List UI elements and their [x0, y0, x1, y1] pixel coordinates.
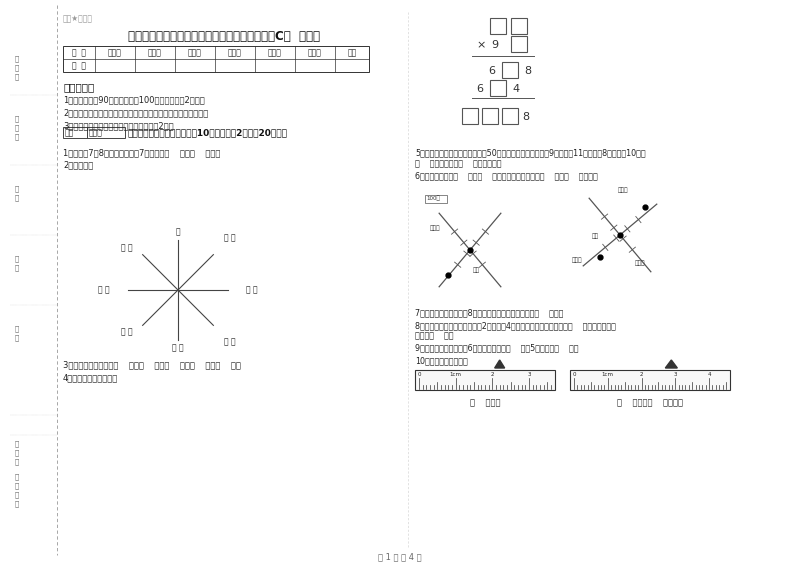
Text: 2、请首先按要求在试卷的指定位置填写您的姓名、班级、学号。: 2、请首先按要求在试卷的指定位置填写您的姓名、班级、学号。: [63, 108, 208, 117]
Text: 考试须知：: 考试须知：: [63, 82, 94, 92]
Text: 总数的（    ）。: 总数的（ ）。: [415, 331, 454, 340]
Bar: [63, 46, 369, 72]
Text: 人: 人: [15, 73, 19, 80]
Text: 10、量出钉子的长度。: 10、量出钉子的长度。: [415, 356, 468, 365]
Text: 副: 副: [15, 482, 19, 489]
Text: （ ）: （ ）: [246, 285, 258, 294]
Text: 分: 分: [15, 124, 19, 131]
Text: 应用题: 应用题: [308, 48, 322, 57]
Text: 审: 审: [15, 55, 19, 62]
Bar: [570, 370, 730, 390]
Text: （    ）毫米: （ ）毫米: [470, 398, 500, 407]
Bar: [415, 370, 555, 390]
Text: 校: 校: [15, 264, 19, 271]
Bar: [490, 80, 506, 96]
Text: ×: ×: [476, 40, 486, 50]
Text: 一、用心思考，正确填空（共10小题，每题2分，共20分）。: 一、用心思考，正确填空（共10小题，每题2分，共20分）。: [127, 128, 287, 137]
Text: 1cm: 1cm: [450, 372, 462, 377]
Text: 学校: 学校: [592, 233, 599, 238]
Text: 小军家: 小军家: [635, 260, 646, 266]
Bar: [511, 18, 527, 34]
Text: 总分: 总分: [347, 48, 357, 57]
Text: 4、在里填上适当的数。: 4、在里填上适当的数。: [63, 373, 118, 382]
Text: 4: 4: [707, 372, 711, 377]
Text: 人: 人: [15, 133, 19, 140]
Text: （ ）: （ ）: [121, 244, 132, 253]
Text: 小红家: 小红家: [430, 225, 441, 231]
Text: 1、考试时间：90分钟，满分为100分（含卷面分2分）。: 1、考试时间：90分钟，满分为100分（含卷面分2分）。: [63, 95, 205, 104]
Bar: [63, 127, 87, 138]
Text: 姓: 姓: [15, 325, 19, 332]
Bar: [462, 108, 478, 124]
Text: 卷: 卷: [15, 64, 19, 71]
Text: 8: 8: [524, 66, 531, 76]
Text: 核: 核: [15, 115, 19, 121]
Text: （ ）: （ ）: [172, 344, 184, 353]
Text: 2: 2: [640, 372, 643, 377]
Text: 8、劳动课上做纸花，红红做了2朵纸花，4朵蓝花，红花占纸花总数的（    ），蓝花占纸花: 8、劳动课上做纸花，红红做了2朵纸花，4朵蓝花，红花占纸花总数的（ ），蓝花占纸…: [415, 321, 616, 330]
Text: 4: 4: [512, 84, 519, 94]
Text: 9、把一根绳子平均分成6份，每份是它的（    ），5份是它的（    ）。: 9、把一根绳子平均分成6份，每份是它的（ ），5份是它的（ ）。: [415, 343, 578, 352]
Text: 评卷人: 评卷人: [89, 128, 103, 137]
Text: ）: ）: [15, 500, 19, 507]
Text: 2、填一填。: 2、填一填。: [63, 160, 94, 169]
Text: 名: 名: [15, 334, 19, 341]
Text: 9: 9: [491, 40, 498, 50]
Text: 6: 6: [488, 66, 495, 76]
Text: 0: 0: [572, 372, 576, 377]
Text: 微搜★自用题: 微搜★自用题: [63, 14, 93, 23]
Text: （    ）跑得最快，（    ）跑得最慢。: （ ）跑得最快，（ ）跑得最慢。: [415, 159, 502, 168]
Text: 班: 班: [15, 185, 19, 192]
Text: （ ）: （ ）: [121, 327, 132, 336]
Text: 100米: 100米: [426, 195, 440, 201]
Text: 得  分: 得 分: [72, 61, 86, 70]
Polygon shape: [666, 360, 678, 368]
Text: 8: 8: [522, 112, 529, 122]
Text: 题  号: 题 号: [72, 48, 86, 57]
Text: 2: 2: [490, 372, 494, 377]
Text: （    ）厘米（    ）毫米。: （ ）厘米（ ）毫米。: [617, 398, 683, 407]
Bar: [511, 36, 527, 52]
Text: （ ）: （ ）: [224, 234, 235, 243]
Bar: [490, 18, 506, 34]
Text: 1cm: 1cm: [602, 372, 614, 377]
Text: 判断题: 判断题: [188, 48, 202, 57]
Text: 卷: 卷: [15, 491, 19, 498]
Text: 3: 3: [527, 372, 530, 377]
Text: 1、时针在7和8之间，分针指向7，这时是（    ）时（    ）分。: 1、时针在7和8之间，分针指向7，这时是（ ）时（ ）分。: [63, 148, 220, 157]
Bar: [502, 108, 518, 124]
Text: 北: 北: [176, 228, 180, 237]
Text: 0: 0: [418, 372, 421, 377]
Text: 新人教版三年级数学【上册】全真模拟考试试题C卷  附解析: 新人教版三年级数学【上册】全真模拟考试试题C卷 附解析: [128, 30, 320, 43]
Text: 3: 3: [674, 372, 677, 377]
Text: 选择题: 选择题: [148, 48, 162, 57]
Text: 7、小明从一楼到三楼用8秒，照这样他从一楼到五楼用（    ）秒。: 7、小明从一楼到三楼用8秒，照这样他从一楼到五楼用（ ）秒。: [415, 308, 563, 317]
Text: 级: 级: [15, 194, 19, 201]
Polygon shape: [494, 360, 505, 368]
Bar: [502, 62, 518, 78]
Text: 得分: 得分: [65, 128, 74, 137]
Text: 订: 订: [15, 449, 19, 455]
Text: （: （: [15, 473, 19, 480]
Text: 6、小红家在学校（    ）方（    ）米处；小明家在学校（    ）方（    ）米处。: 6、小红家在学校（ ）方（ ）米处；小明家在学校（ ）方（ ）米处。: [415, 171, 598, 180]
Text: 填空题: 填空题: [108, 48, 122, 57]
Text: 小明家: 小明家: [618, 187, 629, 193]
Bar: [87, 127, 125, 138]
Text: 综合题: 综合题: [268, 48, 282, 57]
Text: 3、常用的长度单位有（    ）、（    ）、（    ）、（    ）、（    ）。: 3、常用的长度单位有（ ）、（ ）、（ ）、（ ）、（ ）。: [63, 360, 241, 369]
Text: 小红家: 小红家: [572, 257, 582, 263]
Text: 学校: 学校: [473, 267, 480, 272]
Text: 线: 线: [15, 458, 19, 464]
Text: （ ）: （ ）: [98, 285, 110, 294]
Text: 第 1 页 共 4 页: 第 1 页 共 4 页: [378, 552, 422, 561]
Text: 计算题: 计算题: [228, 48, 242, 57]
Text: （ ）: （ ）: [224, 337, 235, 346]
Bar: [482, 108, 498, 124]
Text: 5、体育老师对第一小组同学进行50米跑测试，成绩如下小红9秒，小丽11秒，小明8秒，小军10秒。: 5、体育老师对第一小组同学进行50米跑测试，成绩如下小红9秒，小丽11秒，小明8…: [415, 148, 646, 157]
Text: 装: 装: [15, 440, 19, 446]
Text: 学: 学: [15, 255, 19, 262]
Text: 6: 6: [476, 84, 483, 94]
Text: 3、不要在试卷上乱写乱画，卷面不整洁扣2分。: 3、不要在试卷上乱写乱画，卷面不整洁扣2分。: [63, 121, 174, 130]
Bar: [425, 195, 447, 203]
